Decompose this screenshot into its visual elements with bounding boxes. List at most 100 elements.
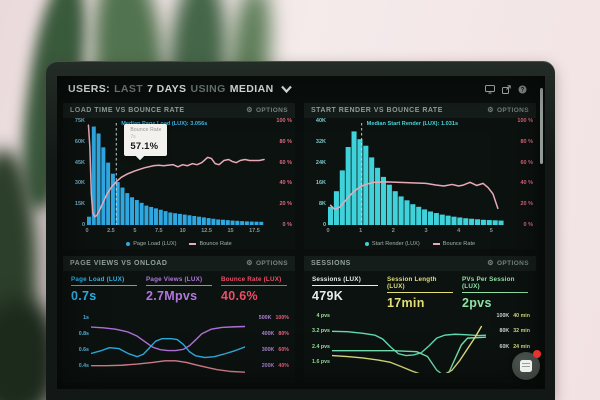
chart-legend: Start Render (LUX) Bounce Rate [304,241,536,247]
help-icon[interactable]: ? [518,85,527,94]
chat-widget-button[interactable] [512,350,541,380]
y-axis-left: 75K 60K 45K 30K 15K 0 [66,118,85,228]
tick-label: 100 % [276,118,292,124]
tick-label: 16K [315,180,326,187]
users-label: USERS: [68,83,111,95]
tick-label: 100 % [517,118,533,124]
tick-label: 20 % [520,201,533,208]
x-axis: 0 1 2 3 4 5 [326,228,506,236]
tick-label: 0 [326,228,330,234]
legend-item[interactable]: Page Load (LUX) [126,241,176,247]
metric-row: Sessions (LUX) 479K Session Length (LUX) 17… [304,271,536,312]
gear-icon: ⚙ [246,107,253,114]
page-views-onload-chart[interactable] [91,311,245,373]
tick-label: 1.6 pvs [312,359,330,366]
panel-sessions: SESSIONS ⚙ OPTIONS Sessions (LUX) 479K Sess… [304,256,536,383]
legend-item[interactable]: Start Render (LUX) [364,241,420,247]
tick-label: 45K [74,159,85,166]
tick-label: 75K [74,118,85,124]
tick-label: 32K [315,138,326,145]
options-button[interactable]: ⚙ OPTIONS [487,260,529,267]
tick-row: 80K 32 min [499,328,531,335]
tick-label: 2 [391,228,395,234]
tick-label: 40K [315,118,326,124]
tick-label: 15 [227,228,234,234]
metric-bounce-rate: Bounce Rate (LUX) 40.6% [221,276,287,303]
tick-label: 0 % [282,222,292,228]
tick-label: 8K [318,201,326,208]
metric-pvs-per-session: PVs Per Session (LUX) 2pvs [462,276,528,310]
panel-title: SESSIONS [311,260,351,267]
panel-title: START RENDER VS BOUNCE RATE [311,107,443,114]
legend-line-icon [189,243,197,245]
tick-label: 40 % [520,180,533,187]
options-button[interactable]: ⚙ OPTIONS [246,107,288,114]
y-axis-left: 4 pvs 3.2 pvs 2.4 pvs 1.6 pvs [310,311,330,373]
tick-label: 0.8s [78,330,89,337]
metric-page-load: Page Load (LUX) 0.7s [71,276,137,303]
tick-label: 0.6s [78,347,89,354]
tick-label: 17.5 [249,228,260,234]
y-axis-right: 100 % 80 % 60 % 40 % 20 % 0 % [508,118,533,228]
options-button[interactable]: ⚙ OPTIONS [487,107,529,114]
chat-icon [520,360,532,372]
chart-legend: Page Load (LUX) Bounce Rate [63,241,295,247]
median-annotation: Median Start Render (LUX): 1.031s [366,121,459,127]
laptop: USERS: LAST 7 DAYS USING MEDIAN [46,61,555,400]
panel-title: PAGE VIEWS VS ONLOAD [70,260,168,267]
metric-session-length: Session Length (LUX) 17min [387,276,453,310]
chevron-down-icon [280,85,292,93]
chart-tooltip: Bounce Rate 7s 57.1% [124,124,168,157]
tick-label: 2.5 [107,228,115,234]
tick-label: 1 [359,228,363,234]
tick-label: 0 % [523,222,533,228]
notification-badge [533,350,541,358]
y-axis-right: 100 % 80 % 60 % 40 % 20 % 0 % [267,118,292,228]
tick-label: 60 % [279,159,292,166]
metric-page-views: Page Views (LUX) 2.7Mpvs [146,276,212,303]
tick-label: 80 % [279,138,292,145]
tick-label: 80 % [520,138,533,145]
tick-label: 7.5 [154,228,163,234]
dashboard-grid: LOAD TIME VS BOUNCE RATE ⚙ OPTIONS 75K 60K… [63,103,536,383]
legend-line-icon [432,243,440,245]
share-icon[interactable] [502,84,511,94]
tick-label: 4 pvs [316,312,330,319]
y-axis-left: 40K 32K 24K 16K 8K 0 [307,118,326,228]
options-button[interactable]: ⚙ OPTIONS [246,260,288,267]
tick-label: 20 % [279,201,292,208]
tick-row: 400K 80% [261,330,289,337]
tick-label: 60 % [520,159,533,166]
tick-label: 12.5 [201,228,212,234]
legend-item[interactable]: Bounce Rate [432,241,475,247]
tick-label: 5 [133,228,137,234]
tick-label: 0.4s [78,363,89,370]
svg-text:?: ? [521,87,525,93]
tick-label: 3.2 pvs [312,328,330,335]
panel-start-render-vs-bounce-rate: START RENDER VS BOUNCE RATE ⚙ OPTIONS 40K… [304,103,536,249]
load-time-chart[interactable]: Median Page Load (LUX): 3.056s Bounce Ra… [87,121,265,225]
x-axis: 0 2.5 5 7.5 10 12.5 15 17.5 [85,228,265,236]
tick-label: 60K [74,138,85,145]
panel-load-time-vs-bounce-rate: LOAD TIME VS BOUNCE RATE ⚙ OPTIONS 75K 60K… [63,103,295,249]
metric-row: Page Load (LUX) 0.7s Page Views (LUX) 2.7Mp… [63,271,295,305]
sessions-chart[interactable] [332,311,486,373]
legend-item[interactable]: Bounce Rate [189,241,232,247]
tick-row: 60K 24 min [499,343,531,350]
top-bar: USERS: LAST 7 DAYS USING MEDIAN [57,76,545,102]
tick-label: 10 [179,228,186,234]
gear-icon: ⚙ [487,107,494,114]
tick-label: 5 [489,228,493,234]
tick-label: 24K [315,159,326,166]
tick-row: 300K 60% [261,347,289,354]
dashboard-screen: USERS: LAST 7 DAYS USING MEDIAN [57,76,545,389]
tick-row: 500K 100% [258,314,289,321]
tick-label: 0 [81,222,85,228]
tick-label: 0 [322,222,326,228]
scrollbar-thumb[interactable] [540,88,543,164]
users-filter-dropdown[interactable]: USERS: LAST 7 DAYS USING MEDIAN [68,83,292,95]
monitor-icon[interactable] [485,84,495,94]
start-render-chart[interactable]: Median Start Render (LUX): 1.031s [328,121,506,225]
tick-label: 0 [85,228,89,234]
